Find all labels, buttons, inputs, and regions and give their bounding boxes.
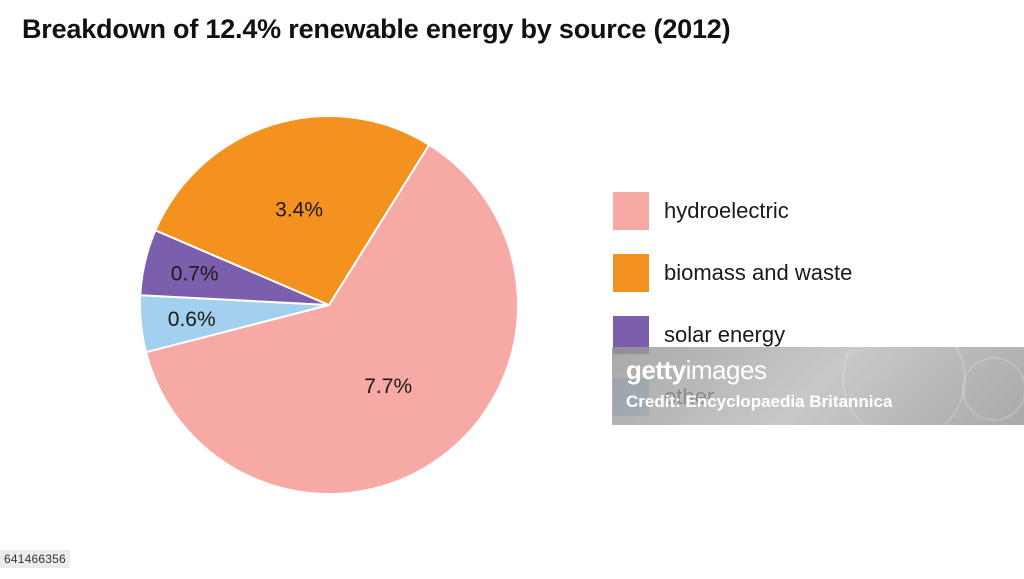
watermark-brand-bold: getty: [626, 355, 686, 385]
pie-slice-hydroelectric: [144, 143, 519, 496]
watermark-brand: gettyimages: [626, 355, 767, 386]
pie-slice-labels: 7.7% 0.6% 0.7% 3.4%: [168, 198, 412, 397]
pie-slices: [138, 115, 519, 496]
pie-slice-label-hydroelectric: 7.7%: [364, 375, 412, 398]
watermark-credit: Credit: Encyclopaedia Britannica: [626, 392, 893, 411]
pie-slice-label-biomass-and-waste: 3.4%: [275, 198, 323, 221]
legend-swatch-biomass: [613, 254, 649, 292]
watermark-overlay: gettyimages Credit: Encyclopaedia Britan…: [612, 347, 1024, 425]
watermark-decor-circle: [962, 357, 1024, 421]
chart-title: Breakdown of 12.4% renewable energy by s…: [22, 14, 731, 44]
pie-slice-label-other: 0.6%: [168, 308, 216, 331]
image-id-tag: 641466356: [0, 550, 70, 568]
pie-slice-label-solar-energy: 0.7%: [171, 263, 219, 286]
legend-swatch-hydroelectric: [613, 192, 649, 230]
pie-slice-biomass-and-waste: [154, 115, 431, 307]
watermark-decor-circle: [842, 347, 966, 425]
watermark-brand-light: images: [685, 355, 767, 385]
legend-label-hydroelectric: hydroelectric: [664, 198, 789, 223]
legend-label-biomass: biomass and waste: [664, 260, 853, 285]
legend-label-solar: solar energy: [664, 322, 786, 347]
